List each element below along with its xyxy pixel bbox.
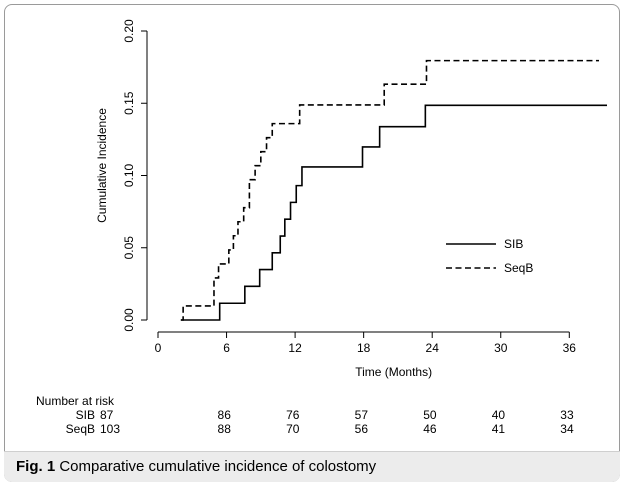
risk-row-label-sib: SIB	[75, 408, 95, 422]
legend: SIB SeqB	[446, 237, 533, 275]
y-tick-label: 0.20	[122, 19, 136, 43]
legend-label-seqb: SeqB	[504, 261, 533, 275]
risk-cell: 56	[354, 422, 368, 436]
risk-cell: 40	[491, 408, 506, 422]
y-tick-label: 0.15	[122, 91, 136, 115]
series-line-sib	[180, 104, 608, 321]
x-axis-title: Time (Months)	[355, 365, 432, 379]
risk-cell: 34	[560, 422, 574, 436]
x-tick-label: 12	[288, 341, 302, 355]
caption-bar: Fig. 1 Comparative cumulative incidence …	[4, 451, 620, 482]
x-tick-label: 30	[494, 341, 508, 355]
risk-table-title: Number at risk	[36, 394, 115, 408]
series-line-seqb	[180, 59, 600, 321]
risk-row-label-seqb: SeqB	[65, 422, 95, 436]
risk-cell: 50	[423, 408, 437, 422]
caption-text: Comparative cumulative incidence of colo…	[59, 458, 377, 475]
risk-cell: 76	[286, 408, 300, 422]
legend-label-sib: SIB	[504, 237, 523, 251]
y-tick-label: 0.00	[122, 308, 136, 332]
x-tick-label: 0	[155, 341, 162, 355]
series-layer	[180, 59, 608, 321]
risk-cell: 57	[354, 408, 368, 422]
x-tick-label: 36	[563, 341, 577, 355]
y-tick-label: 0.10	[122, 163, 136, 187]
x-tick-label: 24	[426, 341, 440, 355]
risk-cell: 87	[100, 408, 114, 422]
y-tick-label: 0.05	[122, 236, 136, 260]
caption-figure-number: Fig. 1	[16, 458, 56, 475]
figure-caption: Fig. 1 Comparative cumulative incidence …	[16, 458, 376, 475]
risk-cell: 103	[100, 422, 121, 436]
risk-cell: 70	[286, 422, 300, 436]
y-axis-title: Cumulative Incidence	[95, 108, 109, 223]
x-tick-label: 6	[223, 341, 230, 355]
risk-cell: 33	[560, 408, 574, 422]
risk-cell: 86	[217, 408, 231, 422]
x-tick-label: 18	[357, 341, 371, 355]
risk-cell: 88	[217, 422, 231, 436]
risk-cell: 41	[491, 422, 506, 436]
risk-cell: 46	[423, 422, 437, 436]
axes: 0.00 0.05 0.10 0.15 0.20 0 6 12 18 24 30 36 Time (Mo…	[95, 19, 576, 379]
